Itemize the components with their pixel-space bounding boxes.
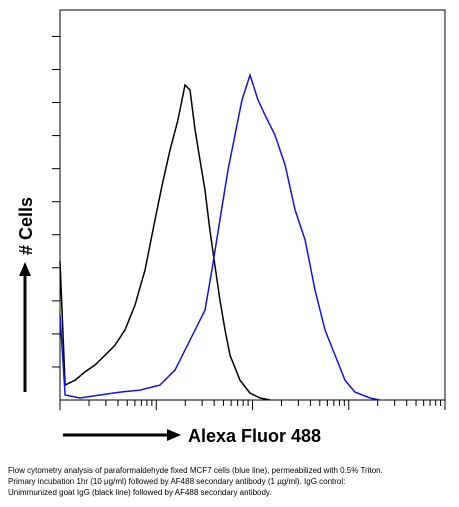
x-axis-label: Alexa Fluor 488: [188, 426, 321, 446]
y-arrow-head: [19, 262, 31, 276]
series-line: [59, 72, 381, 401]
caption: Unimmunized goat IgG (black line) follow…: [8, 488, 272, 497]
y-axis-label: # Cells: [16, 197, 36, 255]
caption: Primary incubation 1hr (10 µg/ml) follow…: [8, 477, 345, 486]
series-line: [59, 83, 271, 401]
caption: Flow cytometry analysis of paraformaldeh…: [8, 466, 383, 475]
x-arrow-head: [167, 429, 181, 441]
